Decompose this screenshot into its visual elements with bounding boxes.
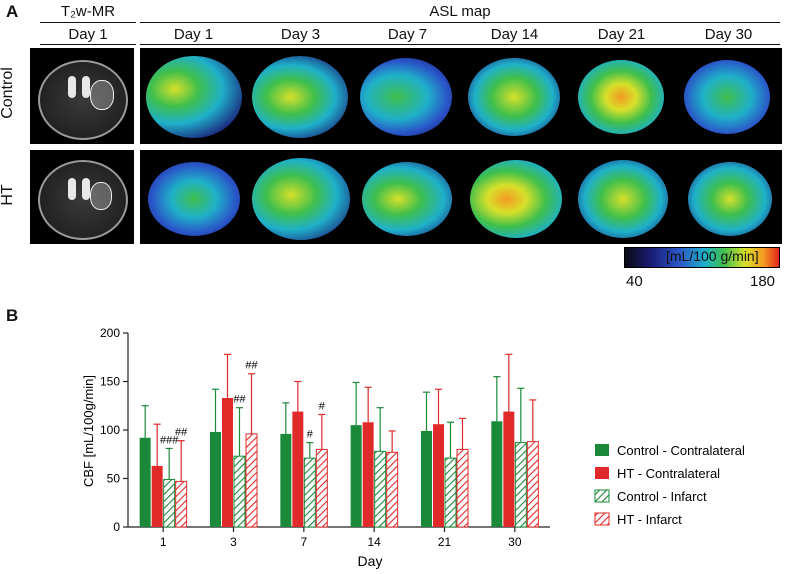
bar xyxy=(233,455,246,528)
legend-label: HT - Infarct xyxy=(617,512,682,527)
y-tick-label: 200 xyxy=(100,326,120,340)
t2w-image-ht xyxy=(30,150,134,244)
bar xyxy=(526,441,539,528)
asl-day-label: Day 1 xyxy=(173,26,214,43)
bar xyxy=(151,465,163,527)
bar xyxy=(315,448,328,528)
x-tick-label: 3 xyxy=(230,535,237,549)
bar xyxy=(456,448,469,528)
bar xyxy=(433,424,444,527)
colorbar-title: [mL/100 g/min] xyxy=(666,248,759,264)
legend-swatch xyxy=(594,489,610,503)
panel-b-letter: B xyxy=(6,306,19,325)
t2w-header-rule xyxy=(40,22,136,23)
bar xyxy=(491,421,503,527)
asl-day-label: Day 7 xyxy=(387,26,428,43)
colorbar-min: 40 xyxy=(626,273,643,290)
bar xyxy=(245,433,258,528)
x-axis-label: Day xyxy=(358,553,383,569)
bar xyxy=(139,437,151,527)
significance-mark: # xyxy=(319,400,326,412)
x-tick-label: 7 xyxy=(300,535,307,549)
significance-mark: ## xyxy=(175,427,188,439)
y-axis-label: CBF [mL/100g/min] xyxy=(81,375,96,487)
t2w-day-label: Day 1 xyxy=(68,26,108,43)
x-axis: 1 3 7 14 21 30 xyxy=(128,526,550,549)
asl-map-row-ht xyxy=(140,150,782,244)
bar xyxy=(163,478,176,528)
legend: Control - Contralateral HT - Contralatera… xyxy=(594,443,745,527)
bar xyxy=(444,457,457,528)
bar xyxy=(303,457,316,528)
bar xyxy=(374,450,387,528)
y-tick-label: 0 xyxy=(113,520,120,534)
x-tick-label: 30 xyxy=(508,535,522,549)
x-tick-label: 1 xyxy=(160,535,167,549)
y-tick-label: 50 xyxy=(107,472,121,486)
x-tick-label: 21 xyxy=(438,535,452,549)
asl-day-label: Day 3 xyxy=(280,26,321,43)
bar xyxy=(175,480,188,528)
asl-day-label: Day 30 xyxy=(704,26,753,43)
asl-day-label: Day 21 xyxy=(597,26,646,43)
t2w-day-rule xyxy=(40,44,136,45)
colorbar xyxy=(624,247,780,268)
legend-swatch xyxy=(594,512,610,526)
legend-swatch xyxy=(595,467,609,479)
significance-mark: ## xyxy=(233,394,246,406)
significance-mark: ## xyxy=(245,360,258,372)
asl-map-row-control xyxy=(140,48,782,144)
asl-day-rule xyxy=(140,44,780,45)
asl-header-rule xyxy=(140,22,780,23)
asl-day-label: Day 14 xyxy=(490,26,539,43)
bar xyxy=(350,425,362,527)
panel-a-letter: A xyxy=(6,2,19,21)
bar xyxy=(292,411,304,527)
bar xyxy=(280,433,292,527)
legend-label: Control - Contralateral xyxy=(617,443,745,458)
x-tick-label: 14 xyxy=(367,535,381,549)
bar xyxy=(222,397,233,527)
legend-label: HT - Contralateral xyxy=(617,466,720,481)
bar xyxy=(514,442,527,528)
legend-label: Control - Infarct xyxy=(617,489,707,504)
bar xyxy=(386,451,399,528)
bar xyxy=(503,411,515,527)
y-tick-label: 100 xyxy=(100,423,120,437)
bar xyxy=(362,422,374,527)
bar xyxy=(421,430,432,527)
y-tick-label: 150 xyxy=(100,375,120,389)
legend-swatch xyxy=(595,444,609,456)
t2w-image-control xyxy=(30,48,134,144)
colorbar-max: 180 xyxy=(750,273,776,290)
y-axis: 0 50 100 150 200 xyxy=(100,326,129,534)
asl-header: ASL map xyxy=(429,3,491,20)
significance-mark: ### xyxy=(160,434,179,446)
bar-series: ########### xyxy=(139,353,539,528)
bar xyxy=(210,431,221,527)
significance-mark: # xyxy=(307,429,314,441)
t2w-header: T₂w-MR xyxy=(60,3,116,20)
